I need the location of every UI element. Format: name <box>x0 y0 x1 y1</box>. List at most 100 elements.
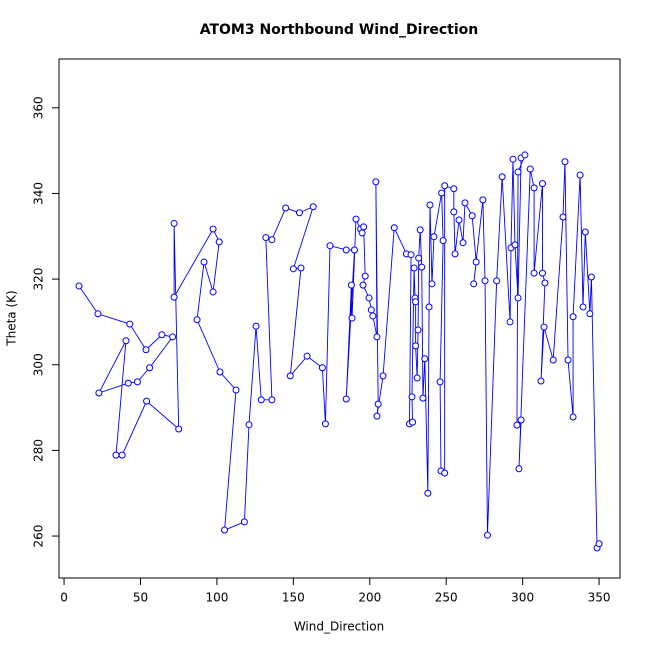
data-point <box>360 223 368 231</box>
data-point <box>515 465 523 473</box>
data-point <box>509 155 517 163</box>
data-point <box>390 224 398 232</box>
data-point <box>415 254 423 262</box>
data-point <box>303 352 311 360</box>
data-point <box>581 228 589 236</box>
y-tick-label: 340 <box>32 182 46 205</box>
data-point <box>530 269 538 277</box>
data-point <box>426 201 434 209</box>
data-point <box>321 420 329 428</box>
data-point <box>595 540 603 548</box>
y-tick-label: 320 <box>32 268 46 291</box>
data-point <box>359 281 367 289</box>
data-point <box>318 364 326 372</box>
data-point <box>410 264 418 272</box>
data-point <box>451 250 459 258</box>
data-point <box>297 264 305 272</box>
data-point <box>506 318 514 326</box>
data-point <box>252 322 260 330</box>
data-point <box>569 413 577 421</box>
data-point <box>170 293 178 301</box>
data-point <box>95 389 103 397</box>
y-tick-label: 260 <box>32 525 46 548</box>
data-point <box>439 237 447 245</box>
data-point <box>209 288 217 296</box>
data-point <box>586 310 594 318</box>
x-tick-label: 0 <box>60 591 68 605</box>
data-point <box>521 151 529 159</box>
data-point <box>286 372 294 380</box>
data-point <box>481 277 489 285</box>
data-point <box>232 386 240 394</box>
data-point <box>350 246 358 254</box>
data-point <box>418 263 426 271</box>
data-point <box>459 239 467 247</box>
data-point <box>216 368 224 376</box>
data-point <box>373 412 381 420</box>
data-point <box>94 310 102 318</box>
data-point <box>514 294 522 302</box>
data-point <box>369 312 377 320</box>
data-point <box>193 316 201 324</box>
x-tick-label: 150 <box>282 591 305 605</box>
data-point <box>158 331 166 339</box>
plot-frame <box>58 58 621 579</box>
data-point <box>421 355 429 363</box>
data-point <box>342 395 350 403</box>
x-tick-label: 100 <box>205 591 228 605</box>
data-point <box>564 356 572 364</box>
data-point <box>517 416 525 424</box>
data-point <box>559 213 567 221</box>
data-point <box>412 342 420 350</box>
data-point <box>441 182 449 190</box>
x-tick-label: 250 <box>435 591 458 605</box>
data-point <box>112 451 120 459</box>
data-point <box>526 165 534 173</box>
data-point <box>282 204 290 212</box>
data-point <box>483 531 491 539</box>
y-tick-label: 280 <box>32 439 46 462</box>
data-point <box>326 242 334 250</box>
data-point <box>470 280 478 288</box>
data-point <box>118 451 126 459</box>
data-point <box>579 303 587 311</box>
data-point <box>170 219 178 227</box>
data-point <box>143 397 151 405</box>
data-point <box>409 418 417 426</box>
data-point <box>428 280 436 288</box>
data-point <box>361 272 369 280</box>
y-tick-label: 360 <box>32 96 46 119</box>
data-point <box>541 279 549 287</box>
data-point <box>450 208 458 216</box>
data-point <box>498 173 506 181</box>
data-point <box>348 314 356 322</box>
data-point <box>358 229 366 237</box>
data-point <box>245 421 253 429</box>
data-point <box>413 374 421 382</box>
data-point <box>352 215 360 223</box>
data-point <box>268 236 276 244</box>
data-point <box>468 212 476 220</box>
data-point <box>538 269 546 277</box>
data-point <box>146 364 154 372</box>
data-point <box>295 209 303 217</box>
data-point <box>262 234 270 242</box>
data-point <box>549 356 557 364</box>
data-point <box>209 225 217 233</box>
data-point <box>379 372 387 380</box>
data-point <box>479 196 487 204</box>
data-point <box>419 394 427 402</box>
data-point <box>461 199 469 207</box>
data-point <box>537 377 545 385</box>
data-point <box>367 306 375 314</box>
data-point <box>221 526 229 534</box>
data-point <box>342 246 350 254</box>
data-point <box>472 258 480 266</box>
y-axis-label: Theta (K) <box>5 290 19 346</box>
data-point <box>561 158 569 166</box>
data-point <box>215 238 223 246</box>
data-point <box>430 233 438 241</box>
data-point <box>373 333 381 341</box>
data-point <box>374 400 382 408</box>
